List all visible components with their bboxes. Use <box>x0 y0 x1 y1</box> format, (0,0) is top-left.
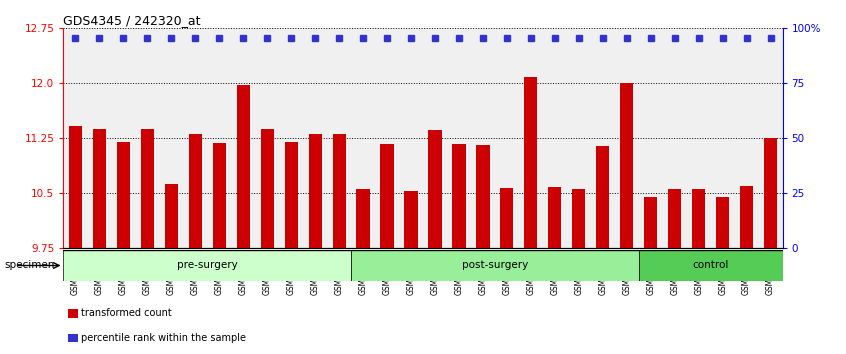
Text: specimen: specimen <box>4 261 55 270</box>
Bar <box>764 138 777 248</box>
Bar <box>309 135 321 248</box>
Text: transformed count: transformed count <box>81 308 172 318</box>
Bar <box>668 189 681 248</box>
Bar <box>165 184 178 248</box>
Text: control: control <box>693 261 728 270</box>
Bar <box>428 130 442 248</box>
Bar <box>63 250 351 281</box>
Bar <box>404 192 418 248</box>
Text: pre-surgery: pre-surgery <box>177 261 238 270</box>
Bar <box>189 135 202 248</box>
Bar <box>596 146 609 248</box>
Bar <box>69 126 82 248</box>
Bar <box>500 188 514 248</box>
Bar <box>620 83 634 248</box>
Bar <box>740 185 753 248</box>
Bar <box>453 144 465 248</box>
Bar <box>356 189 370 248</box>
Bar <box>93 129 106 248</box>
Bar <box>284 142 298 248</box>
Bar <box>716 197 729 248</box>
Bar <box>548 187 562 248</box>
Bar <box>572 189 585 248</box>
Bar <box>351 250 639 281</box>
Bar <box>639 250 783 281</box>
Bar <box>476 145 490 248</box>
Bar <box>525 77 537 248</box>
Text: percentile rank within the sample: percentile rank within the sample <box>81 333 246 343</box>
Bar <box>381 144 393 248</box>
Bar <box>237 85 250 248</box>
Bar <box>332 135 346 248</box>
Bar <box>261 129 274 248</box>
Text: post-surgery: post-surgery <box>462 261 528 270</box>
Bar <box>692 189 706 248</box>
Bar <box>140 129 154 248</box>
Bar <box>212 143 226 248</box>
Bar <box>644 197 657 248</box>
Bar <box>117 142 130 248</box>
Text: GDS4345 / 242320_at: GDS4345 / 242320_at <box>63 14 201 27</box>
